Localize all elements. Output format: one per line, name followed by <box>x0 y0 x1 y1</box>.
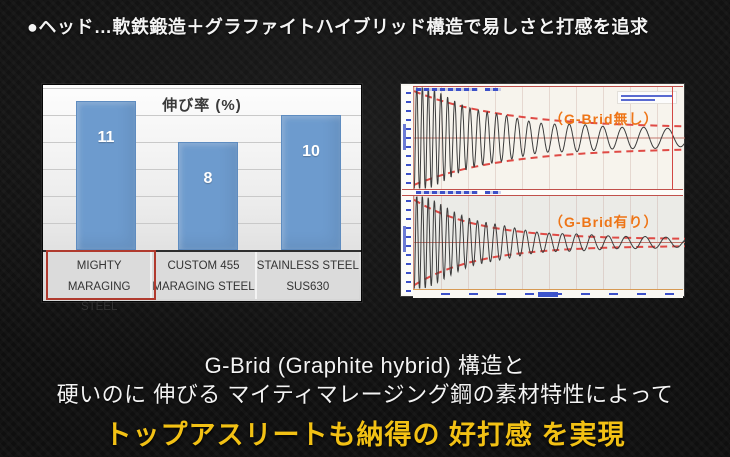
category-label-line: STAINLESS STEEL <box>256 260 359 272</box>
envelope-lower <box>414 245 685 287</box>
x-axis-tick-label <box>497 293 506 295</box>
category-label-line: SUS630 <box>286 280 330 293</box>
bar-3: 10 <box>281 115 341 250</box>
scope-header-note-1b <box>485 88 501 91</box>
y-axis-tick <box>406 209 411 211</box>
scope-divider <box>402 189 683 196</box>
y-axis-tick <box>406 164 411 166</box>
caption-emphasis: トップアスリートも納得の 好打感 を実現 <box>104 420 626 450</box>
y-axis-tick <box>406 155 411 157</box>
bar-chart-category-strip: MIGHTY MARAGING STEEL CUSTOM 455 MARAGING S… <box>48 252 359 313</box>
y-axis-tick <box>406 263 411 265</box>
scope-header-note-2 <box>416 191 478 194</box>
envelope-upper <box>414 198 685 240</box>
y-axis-tick <box>406 272 411 274</box>
scope-cursor-line <box>672 87 673 189</box>
bar-chart-plot: 11 8 10 <box>43 85 361 251</box>
y-axis-tick <box>406 227 411 229</box>
y-axis-tick <box>406 128 411 130</box>
scope-header-note-1 <box>416 88 478 91</box>
y-axis-tick <box>406 146 411 148</box>
x-axis-tick-label <box>525 293 534 295</box>
y-axis-tick <box>406 218 411 220</box>
y-axis-tick <box>406 101 411 103</box>
scope-x-axis <box>413 289 683 298</box>
headline: ●ヘッド…軟鉄鍛造＋グラファイトハイブリッド構造で易しさと打感を追求 <box>27 17 649 37</box>
bar-gridline <box>43 114 361 116</box>
oscilloscope-panel: （G-Brid無し） （G-Brid有り） <box>400 83 685 298</box>
scope-header-note-2b <box>485 191 501 194</box>
waveform-no-gbrid <box>414 87 685 189</box>
envelope-lower <box>414 148 685 186</box>
x-axis-tick-label <box>469 293 478 295</box>
y-axis-label <box>403 226 406 252</box>
waveform-with-gbrid <box>414 196 685 289</box>
x-axis-tick-label <box>441 293 450 295</box>
category-label-line: MIGHTY MARAGING <box>67 260 131 293</box>
category-label-line: STEEL <box>80 301 118 314</box>
category-label-1: MIGHTY MARAGING STEEL <box>48 252 150 313</box>
bar-value-label: 10 <box>302 143 320 160</box>
x-axis-tick-label <box>581 293 590 295</box>
x-axis-tick-label <box>553 293 562 295</box>
category-label-line: CUSTOM 455 <box>167 260 240 272</box>
scope-plot-with-gbrid <box>413 196 685 289</box>
x-axis-highlight-tick <box>538 292 558 297</box>
x-axis-tick-label <box>609 293 618 295</box>
y-axis-label <box>403 124 406 150</box>
label-gbrid-present: （G-Brid有り） <box>549 214 659 230</box>
x-axis-tick-label <box>665 293 674 295</box>
bar-value-label: 11 <box>97 129 115 146</box>
bar-1: 11 <box>76 101 136 250</box>
scope-corner-annotation <box>617 91 677 104</box>
caption-line-1: G-Brid (Graphite hybrid) 構造と <box>204 353 526 378</box>
bar-value-label: 8 <box>203 170 213 187</box>
y-axis-tick <box>406 200 411 202</box>
y-axis-tick <box>406 137 411 139</box>
annotation-text-line <box>621 95 673 97</box>
bar-2: 8 <box>178 142 238 250</box>
x-axis-tick-label <box>637 293 646 295</box>
envelope-upper <box>414 90 685 128</box>
category-label-3: STAINLESS STEEL SUS630 <box>254 252 359 299</box>
category-label-line: MARAGING STEEL <box>152 280 255 293</box>
category-label-2: CUSTOM 455 MARAGING STEEL <box>150 252 255 299</box>
label-gbrid-none: （G-Brid無し） <box>549 111 659 127</box>
y-axis-tick <box>406 110 411 112</box>
bar-chart-panel: 11 8 10 伸び率 (%) MIGHTY MARAGING STEEL CUSTOM… <box>42 84 362 313</box>
scope-plot-no-gbrid <box>413 87 685 189</box>
caption-line-2: 硬いのに 伸びる マイティマレージング鋼の素材特性によって <box>56 382 674 407</box>
annotation-text-line <box>621 99 655 101</box>
y-axis-tick <box>406 92 411 94</box>
y-axis-tick <box>406 281 411 283</box>
oscillation-trace <box>414 196 685 289</box>
y-axis-tick <box>406 290 411 292</box>
y-axis-tick <box>406 254 411 256</box>
bar-gridline <box>43 87 361 89</box>
y-axis-tick <box>406 119 411 121</box>
y-axis-tick <box>406 245 411 247</box>
scope-top-border <box>402 86 683 87</box>
y-axis-tick <box>406 236 411 238</box>
bar-chart-axis-line <box>43 250 361 252</box>
y-axis-tick <box>406 182 411 184</box>
y-axis-tick <box>406 173 411 175</box>
bar-chart-title: 伸び率 (%) <box>162 97 242 114</box>
oscillation-trace <box>414 87 685 189</box>
